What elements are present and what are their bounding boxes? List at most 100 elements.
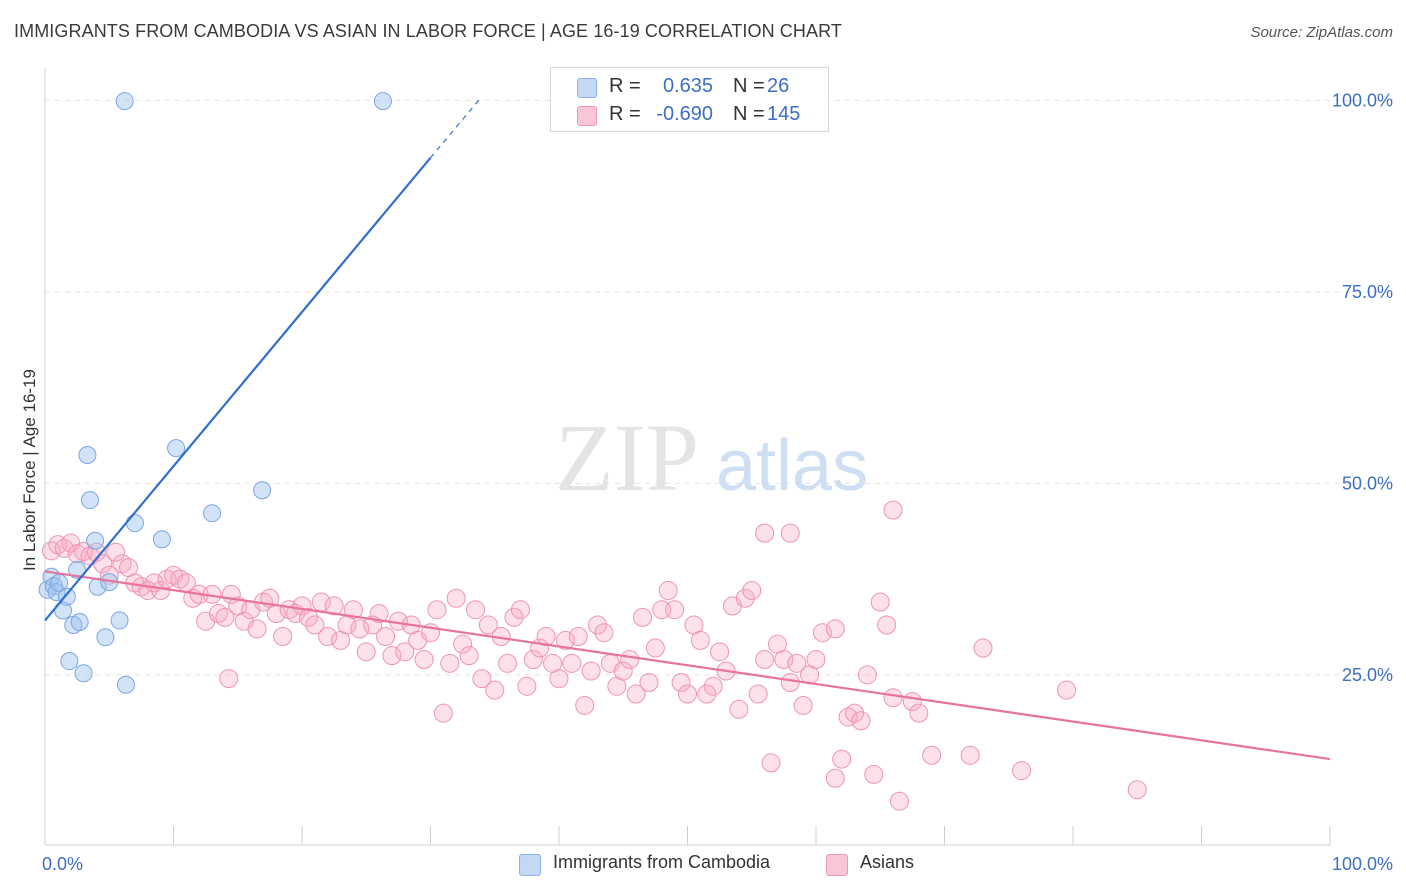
asians-point: [793, 695, 813, 715]
stats-swatch-blue: [577, 78, 597, 98]
asians-point: [446, 588, 466, 608]
tick-labels: 100.0% 75.0% 50.0% 25.0% 0.0% 100.0%: [42, 90, 1393, 874]
cambodia-point: [203, 504, 222, 523]
y-tick-label: 75.0%: [1342, 282, 1393, 302]
asians-point: [498, 653, 518, 673]
cambodia-point: [373, 92, 392, 111]
asians-point: [742, 581, 762, 601]
cambodia-point: [116, 675, 135, 694]
cambodia-point: [253, 481, 272, 500]
asians-point: [755, 523, 775, 543]
cambodia-point: [96, 628, 115, 647]
asians-point: [273, 627, 293, 647]
asians-point: [761, 753, 781, 773]
asians-point: [883, 500, 903, 520]
asians-point: [343, 600, 363, 620]
asians-point: [581, 661, 601, 681]
asians-point: [748, 684, 768, 704]
asians-point: [247, 619, 267, 639]
asians-point: [298, 607, 318, 627]
asians-point: [780, 523, 800, 543]
asians-point: [825, 619, 845, 639]
r-label: R =: [609, 103, 641, 125]
asians-point: [883, 688, 903, 708]
stats-row-asians: R = -0.690 N = 145: [551, 99, 828, 129]
asians-point: [395, 642, 415, 662]
asians-point: [645, 638, 665, 658]
r-label: R =: [609, 75, 641, 97]
cambodia-point: [152, 530, 171, 549]
asians-point: [219, 669, 239, 689]
watermark: ZIP atlas: [555, 404, 868, 511]
asians-point: [729, 699, 749, 719]
asians-point: [523, 650, 543, 669]
axes: [44, 68, 1331, 846]
asians-point: [755, 650, 775, 669]
asians-point: [86, 542, 106, 562]
asians-point: [318, 627, 338, 647]
asians-point: [562, 653, 582, 673]
cambodia-point: [68, 560, 87, 579]
cambodia-point: [78, 445, 97, 464]
asians-point: [510, 600, 530, 620]
asians-point: [478, 615, 498, 635]
y-tick-label: 50.0%: [1342, 473, 1393, 493]
legend-swatch-pink: [826, 854, 848, 876]
asians-point: [369, 604, 389, 624]
asians-point: [472, 669, 492, 689]
asians-point: [504, 607, 524, 627]
asians-point: [922, 745, 942, 765]
asians-point: [93, 554, 113, 574]
stats-row-cambodia: R = 0.635 N = 26: [551, 71, 828, 101]
stats-swatch-pink: [577, 106, 597, 126]
n-value: 26: [767, 75, 790, 97]
asians-point: [1127, 780, 1147, 800]
asians-point: [735, 588, 755, 608]
asians-point: [857, 665, 877, 685]
asians-point: [433, 703, 453, 723]
asians-point: [427, 600, 447, 620]
asians-point: [870, 592, 890, 612]
data-points: [38, 92, 1147, 811]
asians-point: [485, 680, 505, 700]
asians-point: [626, 684, 646, 704]
cambodia-point: [167, 439, 186, 458]
asians-point: [106, 542, 126, 562]
asians-trend-line: [44, 570, 1331, 761]
watermark-atlas: atlas: [716, 426, 868, 506]
cambodia-point: [70, 612, 89, 631]
cambodia-trend-line: [44, 157, 432, 622]
grid-lines: [45, 99, 1393, 676]
asians-point: [780, 672, 800, 692]
asians-point: [665, 600, 685, 620]
asians-point: [845, 703, 865, 723]
asians-point: [1012, 761, 1032, 781]
n-label: N =: [733, 75, 765, 97]
asians-point: [54, 538, 74, 558]
asians-point: [305, 615, 325, 635]
asians-point: [350, 619, 370, 639]
cambodia-point: [74, 664, 93, 683]
asians-point: [812, 623, 832, 643]
cambodia-point: [60, 652, 79, 671]
asians-point: [774, 650, 794, 669]
n-label: N =: [733, 103, 765, 125]
asians-point: [697, 684, 717, 704]
cambodia-point: [86, 531, 105, 550]
asians-point: [620, 650, 640, 669]
asians-point: [658, 581, 678, 601]
asians-point: [356, 642, 376, 662]
asians-point: [710, 642, 730, 662]
asians-point: [806, 650, 826, 669]
cambodia-point: [110, 611, 129, 630]
asians-point: [678, 684, 697, 704]
asians-point: [414, 650, 434, 669]
asians-point: [703, 676, 723, 696]
x-tick-label-left: 0.0%: [42, 854, 83, 874]
asians-point: [594, 623, 614, 643]
asians-point: [960, 745, 980, 765]
asians-point: [382, 646, 402, 666]
asians-point: [851, 711, 871, 731]
asians-point: [517, 676, 537, 696]
